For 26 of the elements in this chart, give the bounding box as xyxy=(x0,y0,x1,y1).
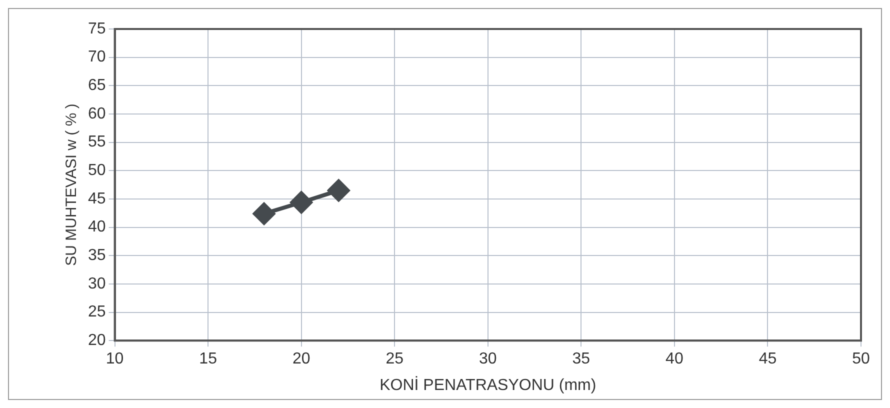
y-tick-label: 50 xyxy=(88,162,106,180)
y-tick-label: 30 xyxy=(88,275,106,292)
y-tick-label: 60 xyxy=(88,105,106,122)
y-tick-label: 75 xyxy=(88,20,106,38)
y-tick-label: 40 xyxy=(88,218,106,236)
x-tick-label: 15 xyxy=(199,350,218,368)
y-tick-label: 35 xyxy=(88,247,106,264)
y-tick-label: 70 xyxy=(88,48,106,66)
x-tick-label: 45 xyxy=(758,350,777,368)
x-tick-label: 35 xyxy=(572,350,590,368)
x-tick-label: 30 xyxy=(479,350,497,368)
x-tick-label: 25 xyxy=(386,350,404,368)
point xyxy=(328,179,350,202)
x-tick-label: 20 xyxy=(292,350,310,368)
x-tick-label: 10 xyxy=(106,350,124,368)
y-tick-label: 45 xyxy=(88,190,106,208)
x-tick-label: 40 xyxy=(666,350,684,368)
y-tick-label: 65 xyxy=(88,77,106,94)
y-axis-title: SU MUHTEVASI w ( % ) xyxy=(63,104,80,266)
point xyxy=(253,202,276,225)
y-tick-label: 20 xyxy=(88,332,106,350)
x-axis-title: KONİ PENATRASYONU (mm) xyxy=(380,376,596,394)
y-tick-label: 25 xyxy=(88,304,106,321)
x-tick-label: 50 xyxy=(852,350,870,368)
point xyxy=(290,191,312,214)
y-tick-label: 55 xyxy=(88,134,106,151)
